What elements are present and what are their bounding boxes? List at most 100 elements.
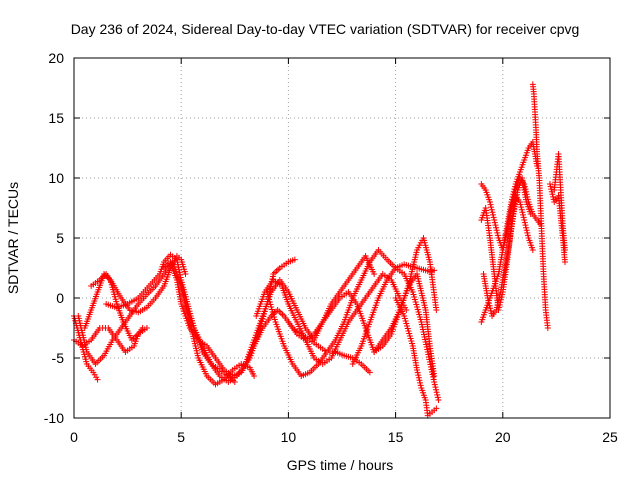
data-point	[493, 304, 500, 311]
data-point	[546, 181, 553, 187]
data-point	[414, 369, 421, 376]
data-point	[174, 261, 181, 268]
data-point	[518, 204, 525, 211]
data-point	[366, 369, 373, 376]
data-point	[493, 227, 500, 234]
series-track-13	[349, 265, 442, 403]
series-track-8	[182, 301, 373, 385]
data-point	[291, 256, 298, 263]
data-point	[174, 259, 181, 266]
data-point	[417, 382, 424, 389]
data-point	[544, 325, 551, 331]
data-point	[432, 384, 439, 391]
data-point	[431, 379, 438, 385]
data-point	[486, 199, 493, 205]
data-point	[488, 204, 495, 211]
data-point	[549, 191, 556, 198]
data-point	[431, 381, 438, 388]
x-tick-label: 10	[281, 429, 297, 445]
data-point	[488, 206, 495, 213]
data-point	[433, 307, 440, 313]
y-tick-label: -10	[44, 410, 64, 426]
series-track-19	[480, 175, 534, 319]
data-point	[433, 386, 440, 393]
data-point	[403, 307, 410, 313]
data-point	[502, 236, 509, 243]
data-point	[175, 264, 182, 271]
data-point	[486, 302, 493, 309]
data-point	[493, 224, 500, 231]
y-tick-label: 0	[56, 290, 64, 306]
data-point	[182, 271, 189, 277]
data-point	[414, 367, 421, 373]
data-point	[251, 373, 258, 379]
data-point	[499, 247, 506, 253]
x-tick-label: 25	[602, 429, 618, 445]
data-point	[143, 325, 150, 331]
x-axis-title: GPS time / hours	[287, 457, 394, 473]
data-point	[485, 297, 492, 304]
data-point	[547, 183, 554, 190]
data-point	[501, 241, 508, 248]
data-point	[415, 372, 422, 379]
data-point	[434, 391, 441, 398]
data-point	[177, 271, 184, 278]
data-point	[523, 227, 530, 234]
data-point	[503, 231, 510, 238]
data-point	[519, 209, 526, 216]
data-point	[417, 379, 424, 386]
data-point	[495, 296, 502, 303]
data-point	[520, 211, 527, 218]
data-point	[524, 229, 531, 236]
data-point	[371, 271, 378, 277]
series-track-4	[81, 271, 150, 343]
data-point	[548, 188, 555, 195]
series-track-22	[546, 181, 568, 265]
x-tick-labels: 0 5 10 15 20 25	[70, 429, 618, 445]
data-point	[518, 206, 525, 213]
data-point	[524, 232, 531, 239]
y-tick-label: 15	[48, 110, 64, 126]
data-point	[494, 301, 501, 308]
data-point	[176, 269, 183, 276]
chart-title: Day 236 of 2024, Sidereal Day-to-day VTE…	[71, 21, 580, 37]
data-point	[487, 307, 494, 314]
data-point	[173, 256, 180, 263]
data-point	[497, 291, 504, 298]
data-point	[489, 209, 496, 216]
data-point	[487, 305, 494, 312]
data-point	[434, 394, 441, 401]
y-tick-label: -5	[52, 350, 65, 366]
series-track-11	[263, 247, 438, 379]
data-point	[500, 244, 507, 251]
data-point	[561, 259, 568, 265]
data-point	[490, 214, 497, 221]
data-point	[495, 299, 502, 306]
data-point	[433, 405, 440, 412]
x-tick-label: 20	[495, 429, 511, 445]
data-point	[176, 266, 183, 273]
plot-frame	[73, 57, 611, 419]
series-track-20	[529, 81, 551, 331]
y-tick-labels: -10 -5 0 5 10 15 20	[44, 50, 64, 426]
series-track-16	[478, 139, 541, 325]
data-point	[492, 222, 499, 229]
y-axis-title: SDTVAR / TECUs	[5, 182, 21, 294]
series-track-17	[478, 175, 545, 253]
y-tick-label: 5	[56, 230, 64, 246]
x-tick-label: 15	[388, 429, 404, 445]
data-point	[496, 294, 503, 301]
y-tick-label: 10	[48, 170, 64, 186]
data-point	[522, 222, 529, 229]
data-points	[71, 81, 568, 419]
data-point	[517, 201, 524, 208]
data-point	[548, 186, 555, 193]
data-point	[487, 201, 494, 208]
data-point	[486, 300, 493, 307]
data-point	[501, 239, 508, 246]
data-point	[521, 217, 528, 223]
data-point	[494, 232, 501, 239]
data-point	[494, 229, 501, 236]
data-point	[491, 217, 498, 223]
